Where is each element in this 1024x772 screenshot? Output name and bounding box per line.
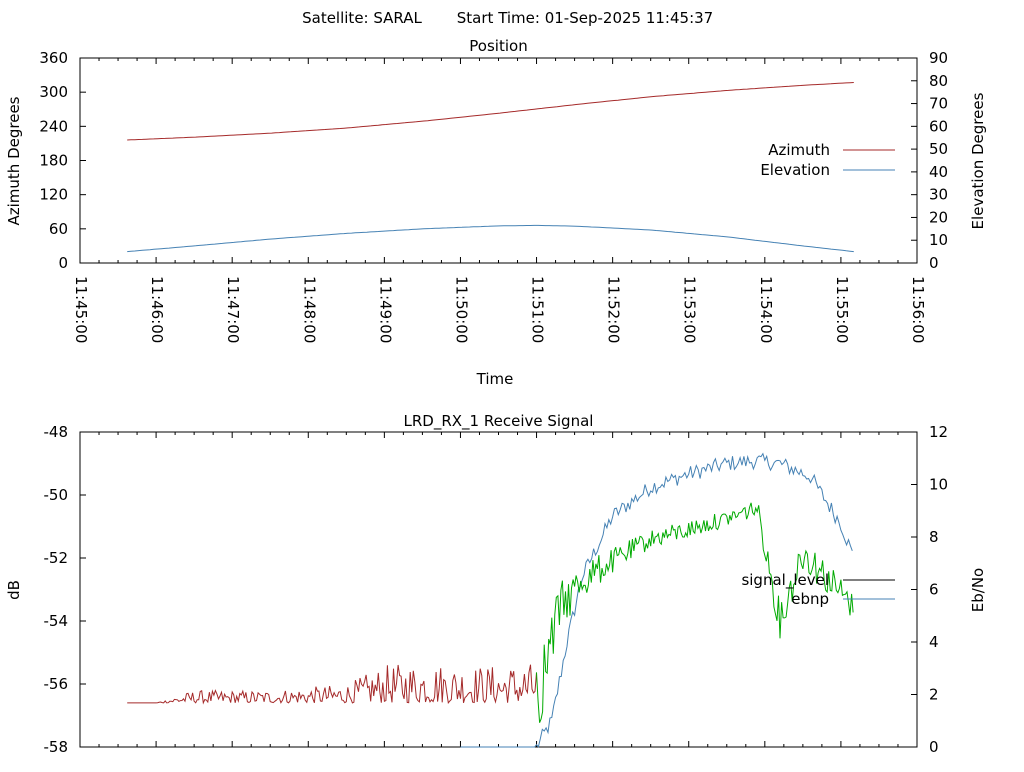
position-series-0-line [127,82,854,141]
position-chart: 0 60 120 180 240 300 360 0 10 20 30 40 50 60 70 80 90 Pos… [5,37,987,388]
position-y2-tick-label: 50 [929,140,948,158]
signal-title: LRD_RX_1 Receive Signal [404,412,594,431]
position-x-tick-label: 11:46:00 [148,276,166,343]
position-x-tick-label: 11:47:00 [224,276,242,343]
satellite-label: Satellite: SARAL [302,9,422,27]
signal-level-high-line [536,502,854,723]
position-y2-tick-label: 10 [929,231,948,249]
position-y2-tick-label: 40 [929,163,948,181]
position-y-tick-label: 180 [39,152,68,170]
position-x-axis-label: Time [476,370,514,388]
signal-legend-label: ebnp [791,590,829,608]
position-x-tick-label: 11:53:00 [681,276,699,343]
signal-level-low-line [127,664,537,705]
position-y2-tick-label: 70 [929,95,948,113]
position-y-axis-label: Azimuth Degrees [5,96,23,225]
signal-y-tick-label: -58 [44,738,69,756]
signal-y-tick-label: -48 [44,423,69,441]
position-x-tick-label: 11:49:00 [376,276,394,343]
position-y2-tick-label: 60 [929,117,948,135]
signal-y-tick-label: -54 [44,612,69,630]
position-y2-tick-label: 80 [929,72,948,90]
position-y2-tick-label: 20 [929,208,948,226]
signal-y2-tick-label: 12 [929,423,948,441]
position-y2-axis-label: Elevation Degrees [969,92,987,229]
signal-y2-tick-label: 2 [929,686,939,704]
position-y2-tick-label: 0 [929,254,939,272]
signal-y-axis-label: dB [5,580,23,600]
signal-legend-label: signal_level [741,571,829,590]
position-y-tick-label: 240 [39,117,68,135]
position-legend-label: Azimuth [768,141,830,159]
position-y-tick-label: 360 [39,49,68,67]
position-x-tick-label: 11:51:00 [529,276,547,343]
signal-y2-tick-label: 0 [929,738,939,756]
signal-y2-tick-label: 8 [929,528,939,546]
position-x-tick-label: 11:55:00 [833,276,851,343]
position-y-tick-label: 300 [39,83,68,101]
signal-y2-tick-label: 6 [929,581,939,599]
position-y-tick-label: 60 [49,220,68,238]
signal-y-tick-label: -52 [44,549,69,567]
signal-y2-tick-label: 4 [929,633,939,651]
position-title: Position [469,37,527,55]
signal-y-tick-label: -50 [44,486,69,504]
position-x-tick-label: 11:54:00 [757,276,775,343]
signal-y2-axis-label: Eb/No [969,568,987,612]
start-time-label: Start Time: 01-Sep-2025 11:45:37 [457,9,713,27]
receive-signal-chart: -58 -56 -54 -52 -50 -48 0 2 4 6 8 10 12 LRD_RX_1 Rece… [5,412,987,756]
signal-ebnp-line [460,452,853,748]
position-x-tick-label: 11:56:00 [909,276,927,343]
signal-y2-tick-label: 10 [929,476,948,494]
position-y-tick-label: 120 [39,186,68,204]
position-x-tick-label: 11:52:00 [605,276,623,343]
position-y-tick-label: 0 [58,254,68,272]
position-series-1-line [127,224,854,253]
position-y2-tick-label: 30 [929,186,948,204]
position-y2-tick-label: 90 [929,49,948,67]
position-x-tick-label: 11:48:00 [300,276,318,343]
signal-y-tick-label: -56 [44,675,69,693]
position-x-tick-label: 11:50:00 [452,276,470,343]
position-x-tick-label: 11:45:00 [72,276,90,343]
position-legend-label: Elevation [760,161,830,179]
